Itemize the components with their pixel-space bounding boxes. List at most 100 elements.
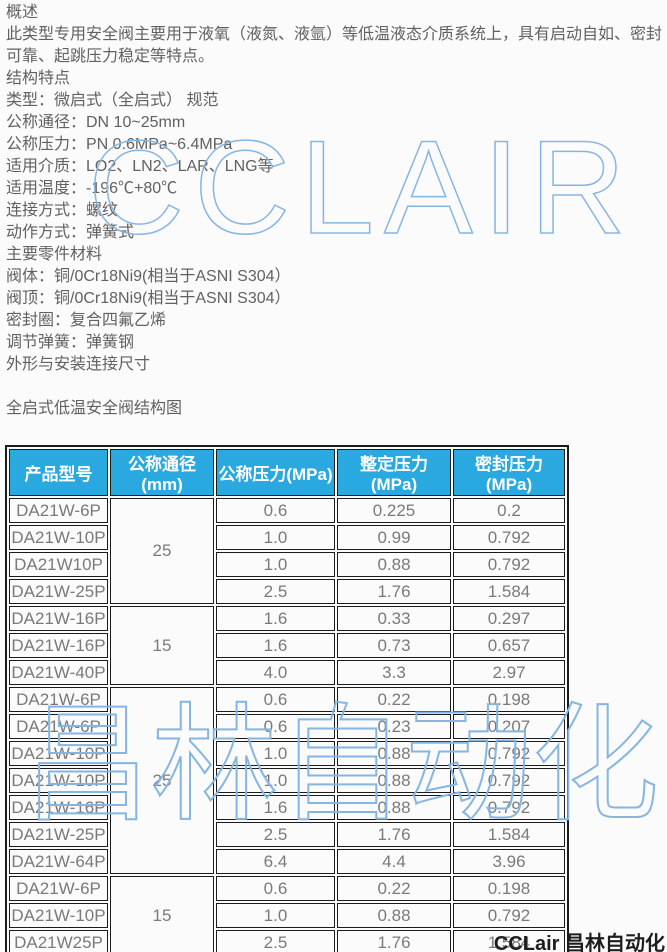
set-pressure-cell: 1.76	[337, 579, 451, 604]
table-row: DA21W10P 1.0 0.88 0.792	[9, 552, 565, 577]
seal-pressure-cell: 1.584	[453, 930, 565, 952]
intro-line: 调节弹簧：弹簧钢	[6, 334, 135, 351]
nominal-pressure-cell: 1.0	[216, 741, 335, 766]
seal-pressure-cell: 3.96	[453, 849, 565, 874]
model-cell: DA21W-25P	[9, 822, 108, 847]
model-cell: DA21W-16P	[9, 633, 108, 658]
spec-table: 产品型号 公称通径(mm) 公称压力(MPa) 整定压力(MPa) 密封压力(M…	[5, 445, 569, 952]
table-row: DA21W-6P 25 0.6 0.22 0.198	[9, 687, 565, 874]
intro-line: 阀体：铜/0Cr18Ni9(相当于ASNI S304）	[6, 268, 291, 285]
seal-pressure-cell: 2.97	[453, 660, 565, 685]
set-pressure-cell: 0.225	[337, 498, 451, 523]
table-row: DA21W-10P 1.0 0.88 0.792	[9, 768, 565, 793]
model-cell: DA21W-64P	[9, 849, 108, 874]
set-pressure-cell: 0.88	[337, 795, 451, 820]
set-pressure-cell: 0.88	[337, 552, 451, 577]
seal-pressure-cell: 0.792	[453, 795, 565, 820]
dn-cell: 15	[110, 606, 214, 685]
nominal-pressure-cell: 1.6	[216, 633, 335, 658]
nominal-pressure-cell: 0.6	[216, 876, 335, 901]
set-pressure-cell: 1.76	[337, 822, 451, 847]
table-row: DA21W-10P 1.0 0.88 0.792	[9, 903, 565, 928]
seal-pressure-cell: 0.297	[453, 606, 565, 631]
set-pressure-cell: 0.88	[337, 903, 451, 928]
nominal-pressure-cell: 2.5	[216, 579, 335, 604]
seal-pressure-cell: 0.198	[453, 876, 565, 901]
nominal-pressure-cell: 4.0	[216, 660, 335, 685]
intro-text-block: 概述此类型专用安全阀主要用于液氧（液氮、液氩）等低温液态介质系统上，具有启动自如…	[6, 2, 662, 420]
model-cell: DA21W25P	[9, 930, 108, 952]
intro-line: 适用介质：LO2、LN2、LAR、LNG等	[6, 158, 274, 175]
model-cell: DA21W-6P	[9, 876, 108, 901]
model-cell: DA21W-10P	[9, 903, 108, 928]
set-pressure-cell: 1.76	[337, 930, 451, 952]
spec-table-body: DA21W-6P 25 0.6 0.225 0.2 DA21W-10P 1.0 0.99 0.7…	[9, 498, 565, 952]
dn-cell: 15	[110, 876, 214, 952]
seal-pressure-cell: 0.657	[453, 633, 565, 658]
nominal-pressure-cell: 0.6	[216, 498, 335, 523]
set-pressure-cell: 0.23	[337, 714, 451, 739]
seal-pressure-cell: 0.2	[453, 498, 565, 523]
table-row: DA21W-40P 4.0 3.3 2.97	[9, 660, 565, 685]
intro-line: 公称通径：DN 10~25mm	[6, 114, 186, 131]
intro-line: 可靠、起跳压力稳定等特点。	[6, 48, 215, 65]
seal-pressure-cell: 0.198	[453, 687, 565, 712]
seal-pressure-cell: 0.792	[453, 903, 565, 928]
set-pressure-cell: 0.33	[337, 606, 451, 631]
seal-pressure-cell: 1.584	[453, 579, 565, 604]
nominal-pressure-cell: 6.4	[216, 849, 335, 874]
model-cell: DA21W-16P	[9, 795, 108, 820]
table-row: DA21W-10P 1.0 0.88 0.792	[9, 741, 565, 766]
intro-line: 主要零件材料	[6, 246, 103, 263]
header-dn: 公称通径(mm)	[110, 449, 214, 496]
table-row: DA21W25P 2.5 1.76 1.584	[9, 930, 565, 952]
intro-line: 此类型专用安全阀主要用于液氧（液氮、液氩）等低温液态介质系统上，具有启动自如、密…	[6, 26, 663, 43]
intro-line: 动作方式：弹簧式	[6, 224, 135, 241]
nominal-pressure-cell: 2.5	[216, 930, 335, 952]
model-cell: DA21W10P	[9, 552, 108, 577]
model-cell: DA21W-6P	[9, 687, 108, 712]
model-cell: DA21W-16P	[9, 606, 108, 631]
table-row: DA21W-6P 0.6 0.23 0.207	[9, 714, 565, 739]
table-row: DA21W-64P 6.4 4.4 3.96	[9, 849, 565, 874]
intro-line: 连接方式：螺纹	[6, 202, 119, 219]
model-cell: DA21W-25P	[9, 579, 108, 604]
set-pressure-cell: 0.88	[337, 768, 451, 793]
table-row: DA21W-6P 15 0.6 0.22 0.198	[9, 876, 565, 952]
model-cell: DA21W-6P	[9, 498, 108, 523]
header-set-pressure: 整定压力(MPa)	[337, 449, 451, 496]
dn-cell: 25	[110, 687, 214, 874]
dn-cell: 25	[110, 498, 214, 604]
nominal-pressure-cell: 1.6	[216, 795, 335, 820]
intro-line: 类型：微启式（全启式） 规范	[6, 92, 219, 109]
intro-line: 全启式低温安全阀结构图	[6, 400, 183, 417]
model-cell: DA21W-10P	[9, 768, 108, 793]
nominal-pressure-cell: 1.0	[216, 552, 335, 577]
set-pressure-cell: 0.22	[337, 687, 451, 712]
set-pressure-cell: 0.99	[337, 525, 451, 550]
seal-pressure-cell: 0.792	[453, 525, 565, 550]
nominal-pressure-cell: 0.6	[216, 714, 335, 739]
nominal-pressure-cell: 0.6	[216, 687, 335, 712]
table-header-row: 产品型号 公称通径(mm) 公称压力(MPa) 整定压力(MPa) 密封压力(M…	[9, 449, 565, 496]
intro-line: 概述	[6, 4, 39, 21]
table-row: DA21W-10P 1.0 0.99 0.792	[9, 525, 565, 550]
set-pressure-cell: 4.4	[337, 849, 451, 874]
intro-line: 结构特点	[6, 70, 71, 87]
intro-line: 适用温度：-196℃+80℃	[6, 180, 178, 197]
table-row: DA21W-16P 1.6 0.73 0.657	[9, 633, 565, 658]
model-cell: DA21W-6P	[9, 714, 108, 739]
nominal-pressure-cell: 1.0	[216, 525, 335, 550]
table-row: DA21W-25P 2.5 1.76 1.584	[9, 822, 565, 847]
seal-pressure-cell: 1.584	[453, 822, 565, 847]
seal-pressure-cell: 0.792	[453, 768, 565, 793]
set-pressure-cell: 0.88	[337, 741, 451, 766]
set-pressure-cell: 0.22	[337, 876, 451, 901]
nominal-pressure-cell: 1.0	[216, 903, 335, 928]
model-cell: DA21W-40P	[9, 660, 108, 685]
set-pressure-cell: 0.73	[337, 633, 451, 658]
set-pressure-cell: 3.3	[337, 660, 451, 685]
seal-pressure-cell: 0.207	[453, 714, 565, 739]
corner-logo: CCLair 昌林自动化	[493, 933, 665, 952]
header-nominal-pressure: 公称压力(MPa)	[216, 449, 335, 496]
